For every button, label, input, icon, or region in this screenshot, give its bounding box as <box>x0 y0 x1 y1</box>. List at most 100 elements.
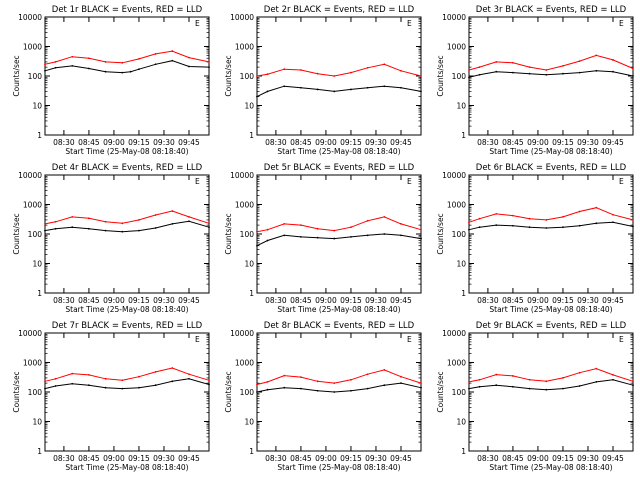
x-tick-label: 08:30 <box>265 454 287 463</box>
events-data-point <box>400 86 402 89</box>
events-data-point <box>44 69 46 72</box>
events-data-point <box>528 72 531 75</box>
y-tick-label: 1 <box>37 131 42 140</box>
x-axis-label: Start Time (25-May-08 08:18:40) <box>489 463 612 472</box>
x-tick-label: 09:45 <box>602 454 624 463</box>
events-data-point <box>578 224 581 227</box>
y-tick-label: 100 <box>452 230 467 239</box>
events-data-point <box>383 85 386 88</box>
events-data-point <box>71 226 74 229</box>
lld-series-line <box>468 54 634 71</box>
lld-data-point <box>121 222 124 225</box>
events-data-point <box>350 235 352 238</box>
events-data-point <box>420 90 422 93</box>
y-tick-label: 10000 <box>18 13 42 22</box>
events-data-point <box>121 387 124 390</box>
events-series-line <box>468 221 634 231</box>
corner-mark: E <box>407 177 412 186</box>
y-axis-label: Counts/sec <box>224 213 233 254</box>
lld-data-point <box>154 371 157 373</box>
lld-data-point <box>400 222 402 225</box>
lld-data-point <box>256 383 258 386</box>
lld-data-point <box>88 373 90 376</box>
y-tick-label: 10000 <box>230 329 254 338</box>
y-tick-label: 1 <box>249 289 254 298</box>
events-data-point <box>266 388 269 391</box>
x-axis-label: Start Time (25-May-08 08:18:40) <box>65 305 188 314</box>
events-data-point <box>468 387 470 390</box>
y-tick-label: 1000 <box>23 201 42 210</box>
events-data-point <box>545 388 548 391</box>
x-tick-label: 09:30 <box>153 296 175 305</box>
x-tick-label: 08:45 <box>78 138 100 147</box>
detector-panel: Det 2r BLACK = Events, RED = LLD 1 10 100 10… <box>224 5 422 156</box>
lld-data-point <box>595 54 598 57</box>
lld-data-point <box>54 377 57 380</box>
events-data-point <box>562 387 564 390</box>
lld-data-point <box>420 382 422 385</box>
plot-frame <box>468 16 634 136</box>
events-data-point <box>612 378 614 381</box>
y-tick-label: 1 <box>37 447 42 456</box>
y-tick-label: 100 <box>28 72 43 81</box>
lld-data-point <box>208 222 210 225</box>
events-data-point <box>171 59 174 62</box>
lld-data-point <box>333 382 336 385</box>
lld-data-point <box>300 224 302 227</box>
events-data-point <box>316 389 319 392</box>
events-data-point <box>420 237 422 240</box>
events-data-point <box>208 66 210 69</box>
x-tick-label: 09:15 <box>128 296 150 305</box>
lld-data-point <box>578 210 581 213</box>
corner-mark: E <box>619 177 624 186</box>
lld-data-point <box>256 75 258 77</box>
x-tick-label: 09:45 <box>390 454 412 463</box>
y-tick-label: 100 <box>452 72 467 81</box>
events-data-point <box>300 387 302 390</box>
detector-panel: Det 1r BLACK = Events, RED = LLD 1 10 100 10… <box>12 5 210 156</box>
events-data-point <box>171 222 174 225</box>
lld-data-point <box>188 373 190 376</box>
events-data-point <box>208 383 210 386</box>
corner-mark: E <box>407 335 412 344</box>
events-data-point <box>129 70 132 73</box>
y-tick-label: 1 <box>461 289 466 298</box>
events-data-point <box>44 387 46 390</box>
x-tick-label: 08:45 <box>502 454 524 463</box>
lld-data-point <box>350 71 352 74</box>
plot-frame <box>44 332 210 452</box>
panel-title: Det 9r BLACK = Events, RED = LLD <box>476 321 627 331</box>
lld-data-point <box>595 367 598 370</box>
lld-data-point <box>44 222 46 225</box>
lld-data-point <box>400 375 402 378</box>
events-data-point <box>188 65 190 68</box>
events-data-point <box>495 70 498 73</box>
y-axis-label: Counts/sec <box>12 213 21 254</box>
x-tick-label: 08:30 <box>53 138 75 147</box>
lld-data-point <box>88 57 90 60</box>
x-tick-label: 08:45 <box>502 296 524 305</box>
x-tick-label: 09:00 <box>315 138 337 147</box>
y-tick-label: 1000 <box>235 359 254 368</box>
events-data-point <box>333 90 336 93</box>
y-tick-label: 10 <box>244 418 254 427</box>
lld-data-point <box>171 210 174 212</box>
lld-data-point <box>350 226 352 229</box>
events-data-point <box>104 229 107 232</box>
events-series-line <box>44 378 210 390</box>
lld-data-point <box>300 69 302 71</box>
y-axis-label: Counts/sec <box>12 55 21 96</box>
lld-data-point <box>283 374 286 377</box>
events-data-point <box>512 385 514 388</box>
detector-panel: Det 9r BLACK = Events, RED = LLD 1 10 100 10… <box>436 321 634 472</box>
lld-data-point <box>595 206 598 209</box>
events-data-point <box>595 380 598 383</box>
lld-data-point <box>495 213 498 215</box>
x-tick-label: 09:45 <box>178 296 200 305</box>
lld-data-point <box>208 379 210 382</box>
y-tick-label: 1 <box>461 447 466 456</box>
lld-data-point <box>333 75 336 77</box>
y-tick-label: 100 <box>240 388 255 397</box>
lld-data-point <box>383 63 386 66</box>
lld-data-point <box>350 378 352 381</box>
